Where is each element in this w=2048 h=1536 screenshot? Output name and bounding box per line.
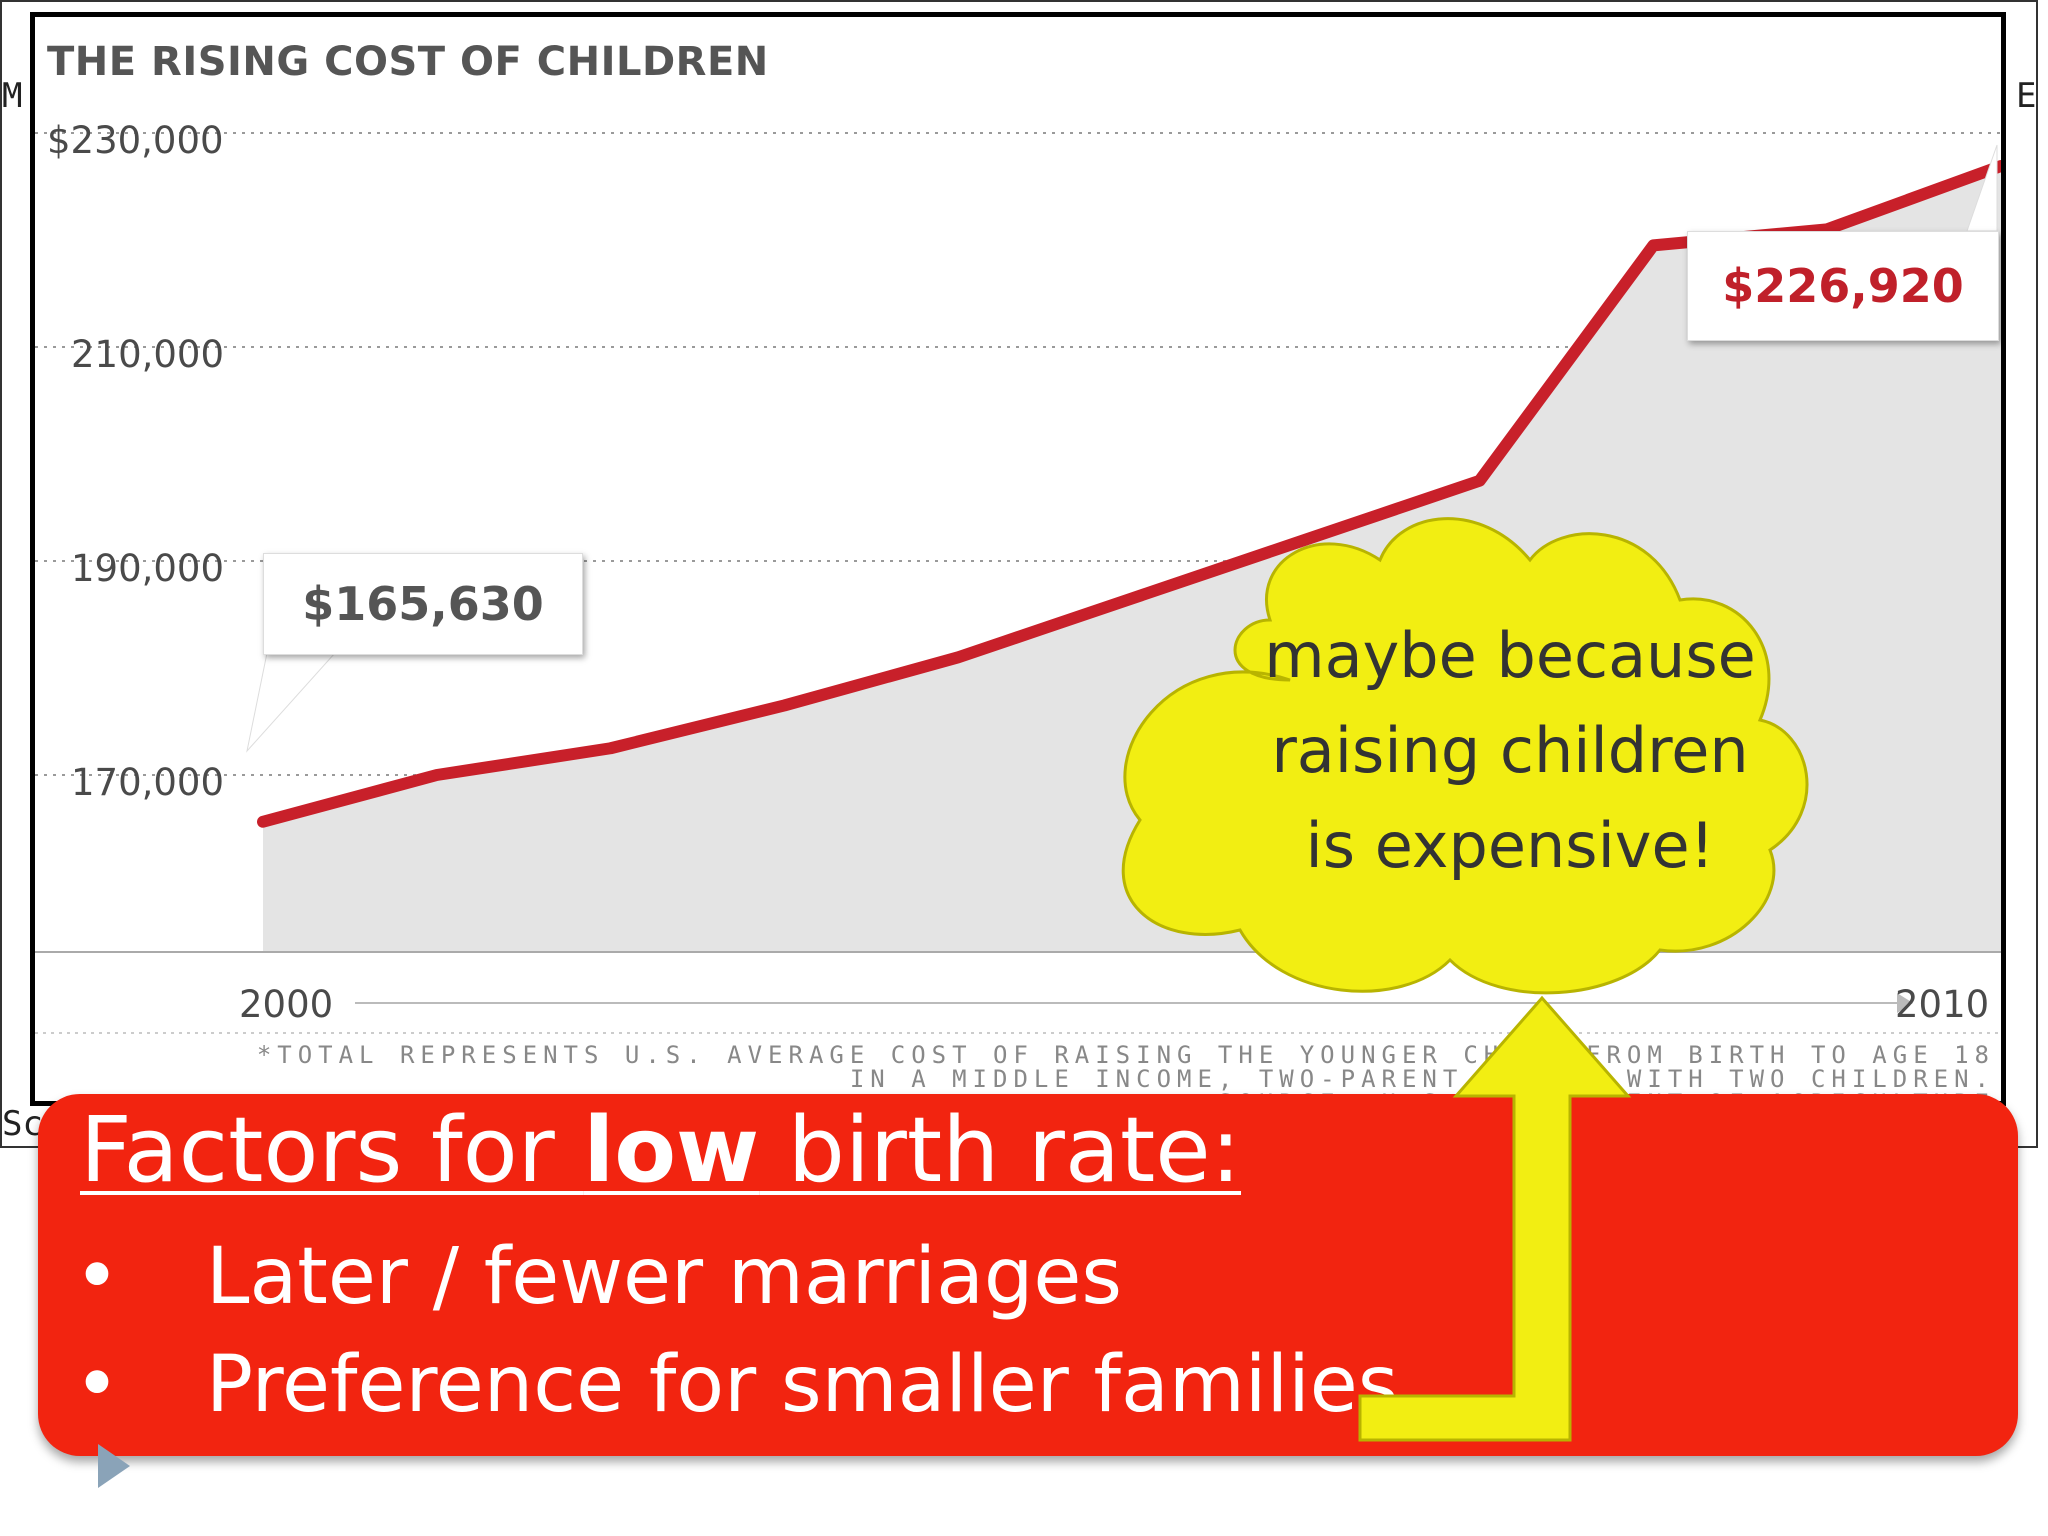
data-point	[1478, 479, 1481, 482]
cloud-text: maybe because raising children is expens…	[1230, 608, 1790, 893]
data-point	[1304, 538, 1307, 541]
heading-prefix: Factors for	[80, 1098, 584, 1203]
chart-title: THE RISING COST OF CHILDREN	[47, 39, 769, 85]
factors-box	[38, 1094, 2018, 1456]
chart-panel: THE RISING COST OF CHILDREN $230,000 210…	[30, 12, 2006, 1106]
cloud-line: raising children	[1271, 714, 1749, 787]
data-point	[783, 704, 786, 707]
data-point	[609, 747, 612, 750]
y-tick-label: 190,000	[71, 547, 225, 590]
bullet-icon: •	[74, 1340, 121, 1430]
x-tick-label-start: 2000	[239, 983, 334, 1026]
data-point	[2000, 164, 2001, 167]
edge-text-left-top: M	[2, 76, 23, 116]
bullet-icon: •	[74, 1232, 121, 1322]
y-tick-label: 210,000	[71, 333, 225, 376]
y-tick-label: $230,000	[47, 119, 224, 162]
data-point	[262, 820, 264, 823]
heading-bold: low	[583, 1098, 760, 1203]
factors-heading: Factors for low birth rate:	[80, 1098, 1241, 1203]
cloud-line: maybe because	[1264, 619, 1756, 692]
x-tick-label-end: 2010	[1895, 983, 1990, 1026]
data-point	[1826, 228, 1829, 231]
edge-text-right-top: E	[2016, 76, 2037, 116]
end-value-callout: $226,920	[1687, 231, 1999, 341]
data-point	[1131, 597, 1133, 600]
y-tick-label: 170,000	[71, 761, 225, 804]
bullet-item: • Later / fewer marriages	[74, 1232, 1122, 1322]
heading-suffix: birth rate:	[759, 1098, 1242, 1203]
slide-marker-icon	[98, 1444, 130, 1488]
cloud-line: is expensive!	[1305, 809, 1715, 882]
timeline-arrow-icon	[1897, 993, 1913, 1013]
edge-text-left-bottom: Sc	[2, 1104, 43, 1144]
data-point	[957, 656, 960, 659]
data-point	[435, 774, 438, 776]
bullet-item: • Preference for smaller families	[74, 1340, 1398, 1430]
start-callout-pointer	[246, 652, 337, 753]
bullet-text: Later / fewer marriages	[206, 1232, 1123, 1322]
data-point	[1652, 244, 1655, 247]
start-value-callout: $165,630	[263, 553, 583, 655]
bullet-text: Preference for smaller families	[206, 1340, 1399, 1430]
